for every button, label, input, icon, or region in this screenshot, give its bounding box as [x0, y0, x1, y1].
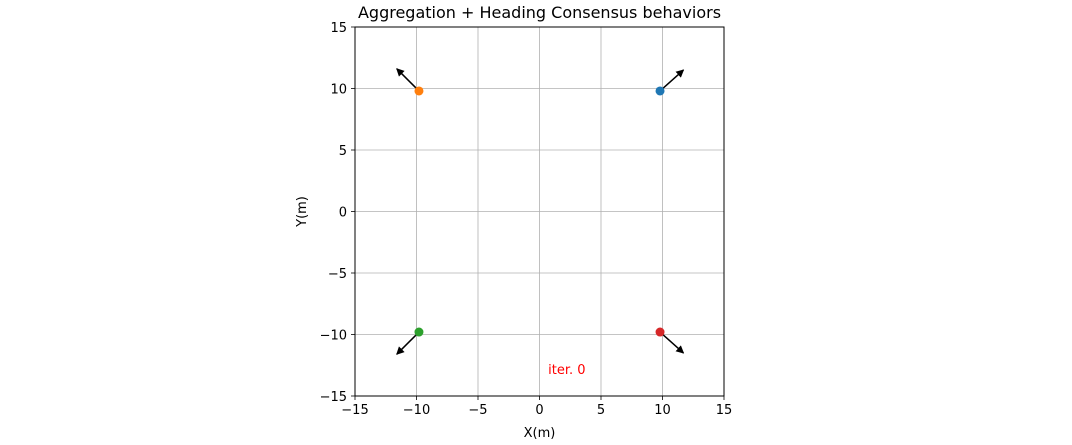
y-tick-label: 10 [330, 83, 347, 98]
heading-arrow [659, 331, 685, 354]
agent-point [414, 86, 424, 96]
x-tick-label: −5 [468, 403, 487, 418]
y-tick-label: −5 [328, 267, 347, 282]
x-tick-label: −15 [341, 403, 368, 418]
heading-arrow [659, 69, 685, 92]
chart-title: Aggregation + Heading Consensus behavior… [358, 3, 721, 22]
iteration-annotation: iter. 0 [548, 363, 585, 378]
heading-arrow [396, 68, 420, 92]
agent-points [414, 86, 665, 337]
x-tick-label: 10 [654, 403, 671, 418]
y-tick-label: −15 [320, 390, 347, 405]
y-tick-label: 5 [339, 144, 347, 159]
agent-point [655, 327, 665, 337]
agent-point [655, 86, 665, 96]
heading-arrow [396, 331, 420, 355]
axis-ticks: −15 −10 −5 0 5 10 15 −15 −10 −5 0 5 10 15 [320, 21, 733, 418]
y-axis-label: Y(m) [295, 196, 310, 228]
x-tick-label: 0 [535, 403, 543, 418]
x-tick-label: 15 [716, 403, 733, 418]
x-axis-label: X(m) [524, 426, 556, 441]
x-tick-label: −10 [403, 403, 430, 418]
heading-arrows [396, 68, 685, 355]
y-tick-label: −10 [320, 329, 347, 344]
agent-point [414, 327, 424, 337]
y-tick-label: 15 [330, 21, 347, 36]
x-tick-label: 5 [597, 403, 605, 418]
y-tick-label: 0 [339, 206, 347, 221]
